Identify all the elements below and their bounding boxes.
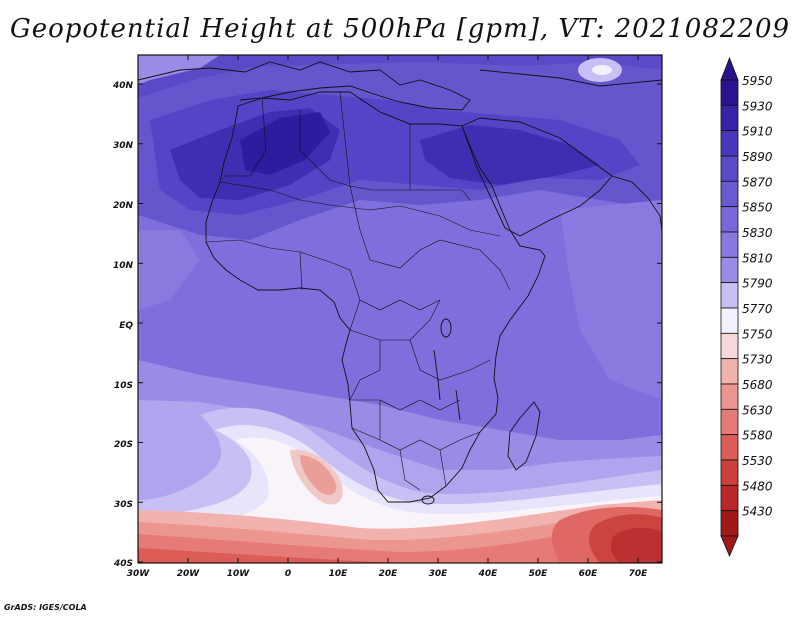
lon-label: 30E: [429, 569, 449, 579]
colorbar-label: 5890: [742, 150, 773, 164]
colorbar-swatch: [720, 408, 739, 436]
colorbar-swatch: [720, 332, 739, 360]
lake-victoria: [440, 318, 452, 338]
colorbar-swatch: [720, 383, 739, 410]
colorbar-label: 5810: [742, 251, 773, 265]
colorbar-label: 5770: [742, 302, 773, 316]
colorbar-swatch: [720, 79, 739, 106]
geopotential-field: [138, 55, 662, 563]
lake-tanganyika: [433, 349, 441, 401]
colorbar-label: 5530: [742, 454, 773, 468]
india-coastline: [611, 175, 662, 231]
colorbar-swatch: [720, 459, 739, 486]
africa-coastline: [205, 91, 546, 503]
lesotho-outline: [421, 495, 435, 505]
axis-ticks: [137, 55, 662, 563]
colorbar-label: 5630: [742, 403, 773, 417]
latitude-labels: 40N 30N 20N 10N EQ 10S 20S 30S 40S: [112, 81, 134, 569]
lon-label: 10W: [227, 569, 251, 579]
lat-label: 20S: [114, 440, 133, 450]
colorbar-swatch: [720, 434, 739, 461]
grads-credit: GrADS: IGES/COLA: [4, 603, 87, 612]
longitude-labels: 30W 20W 10W 0 10E 20E 30E 40E 50E 60E 70…: [127, 569, 648, 579]
colorbar-swatch: [720, 307, 739, 334]
colorbar-label: 5430: [742, 505, 773, 519]
arabia-coastline: [461, 117, 613, 237]
colorbar-bottom-arrow: [720, 535, 739, 558]
colorbar-label: 5480: [742, 479, 773, 493]
lat-label: 40S: [113, 559, 133, 569]
lat-label: 30N: [113, 141, 134, 151]
europe-coastline: [138, 61, 471, 111]
madagascar-coastline: [507, 401, 541, 471]
colorbar-swatch: [720, 130, 739, 157]
asia-coastline: [479, 69, 662, 87]
lon-label: 10E: [329, 569, 349, 579]
colorbar-label: 5750: [742, 327, 773, 341]
lon-label: 30W: [127, 569, 151, 579]
colorbar-label: 5950: [742, 74, 773, 88]
lat-label: 10S: [114, 381, 133, 391]
colorbar-swatch: [720, 358, 739, 385]
coastlines: [138, 61, 662, 505]
lat-label: 20N: [113, 201, 134, 211]
lat-label: EQ: [119, 321, 133, 331]
colorbar-label: 5870: [742, 175, 773, 189]
colorbar-swatch: [720, 256, 739, 284]
lon-label: 20E: [379, 569, 399, 579]
colorbar-top-arrow: [720, 56, 739, 81]
colorbar-swatch: [720, 231, 739, 258]
colorbar-label: 5790: [742, 277, 773, 291]
colorbar-swatch: [720, 282, 739, 309]
map-frame: [137, 54, 663, 564]
lon-label: 50E: [529, 569, 549, 579]
colorbar-label: 5910: [742, 125, 773, 139]
colorbar-label: 5830: [742, 226, 773, 240]
colorbar-label: 5850: [742, 201, 773, 215]
lon-label: 70E: [629, 569, 649, 579]
colorbar-swatch: [720, 104, 739, 132]
lon-label: 60E: [579, 569, 599, 579]
colorbar-swatch: [720, 484, 739, 512]
lon-label: 0: [285, 569, 291, 579]
colorbar-swatch: [720, 206, 739, 233]
colorbar: 5950 5930 5910 5890 5870 5850 5830 5810 5790 5770…: [720, 56, 773, 558]
lon-label: 20W: [177, 569, 201, 579]
colorbar-swatch: [720, 180, 739, 208]
lat-label: 30S: [114, 500, 133, 510]
colorbar-swatch: [720, 155, 739, 182]
colorbar-swatch: [720, 510, 739, 537]
colorbar-label: 5580: [742, 429, 773, 443]
map-title: Geopotential Height at 500hPa [gpm], VT:…: [9, 14, 791, 44]
country-borders: [205, 91, 511, 491]
colorbar-label: 5730: [742, 353, 773, 367]
lat-label: 40N: [112, 81, 134, 91]
colorbar-label: 5930: [742, 99, 773, 113]
lon-label: 40E: [478, 569, 499, 579]
lat-label: 10N: [113, 261, 134, 271]
lake-malawi: [455, 389, 461, 421]
colorbar-label: 5680: [742, 378, 773, 392]
